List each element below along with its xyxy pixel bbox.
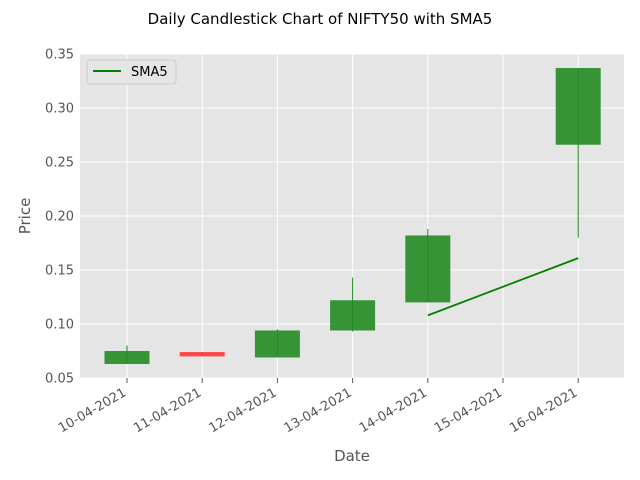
y-tick-label: 0.35 [45, 48, 74, 63]
y-tick-label: 0.10 [45, 318, 74, 333]
y-tick-label: 0.25 [45, 156, 74, 171]
candle-body [179, 352, 225, 357]
y-tick-label: 0.15 [45, 264, 74, 279]
y-tick-labels: 0.05 0.10 0.15 0.20 0.25 0.30 0.35 [45, 48, 74, 387]
x-tick-labels: 10-04-2021 11-04-2021 12-04-2021 13-04-2021… [56, 378, 580, 436]
chart-title: Daily Candlestick Chart of NIFTY50 with … [148, 10, 493, 28]
x-tick-label: 13-04-2021 [282, 385, 355, 436]
candles [104, 68, 601, 364]
candle-body [104, 351, 150, 364]
x-tick-label: 12-04-2021 [206, 385, 279, 436]
x-axis-label: Date [334, 447, 370, 465]
x-tick-label: 15-04-2021 [432, 385, 505, 436]
x-tick-label: 10-04-2021 [56, 385, 129, 436]
y-tick-label: 0.30 [45, 102, 74, 117]
sma-series [427, 257, 579, 317]
x-tick-label: 11-04-2021 [131, 385, 204, 436]
y-axis-label: Price [16, 198, 34, 235]
sma-line [427, 257, 579, 317]
y-tick-label: 0.05 [45, 372, 74, 387]
x-tick-label: 16-04-2021 [507, 385, 580, 436]
legend: SMA5 [86, 59, 177, 85]
legend-label-sma5: SMA5 [131, 65, 168, 80]
legend-box [86, 59, 177, 85]
x-tick-label: 14-04-2021 [357, 385, 430, 436]
candle-body [555, 68, 601, 145]
candle-body [254, 330, 300, 358]
candle-body [405, 235, 451, 303]
y-tick-label: 0.20 [45, 210, 74, 225]
candle-body [330, 300, 376, 331]
